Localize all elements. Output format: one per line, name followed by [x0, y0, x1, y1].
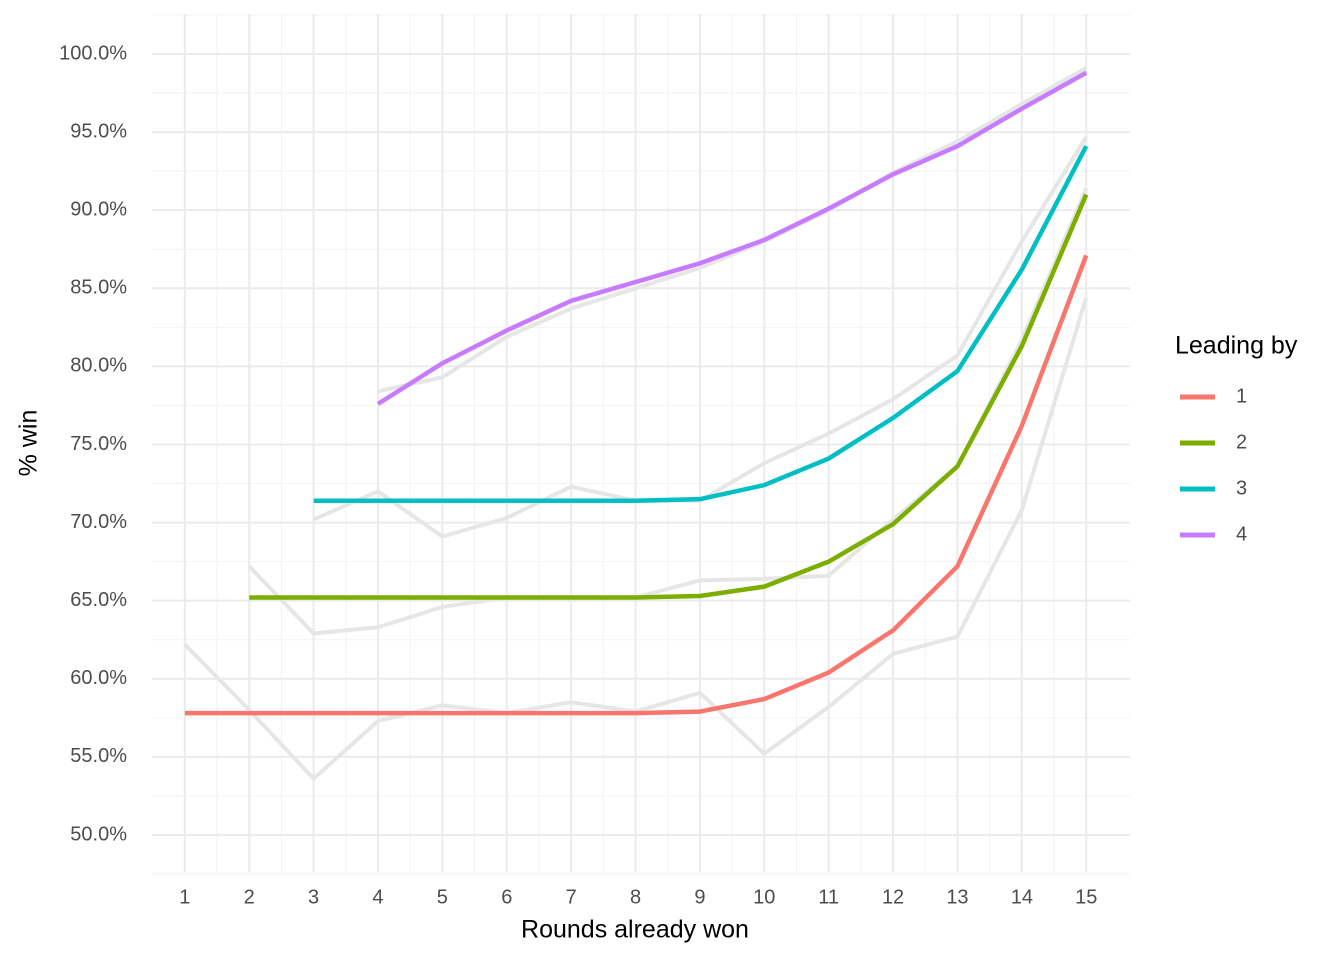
y-tick-label: 100.0%	[59, 42, 127, 64]
x-tick-label: 14	[1011, 886, 1033, 908]
y-tick-label: 80.0%	[70, 355, 127, 377]
x-tick-label: 8	[630, 886, 641, 908]
series-line	[184, 254, 1089, 716]
y-tick-label: 65.0%	[70, 589, 127, 611]
x-tick-label: 12	[882, 886, 904, 908]
x-tick-label: 7	[566, 886, 577, 908]
y-tick-label: 50.0%	[70, 823, 127, 845]
x-tick-label: 10	[753, 886, 775, 908]
y-tick-label: 85.0%	[70, 277, 127, 299]
x-tick-label: 4	[372, 886, 383, 908]
x-tick-label: 9	[694, 886, 705, 908]
x-tick-label: 3	[308, 886, 319, 908]
x-tick-label: 2	[244, 886, 255, 908]
x-tick-label: 11	[818, 886, 839, 908]
reference-line	[377, 66, 1088, 394]
series-line	[376, 70, 1088, 406]
y-tick-label: 95.0%	[70, 120, 127, 142]
legend-label: 1	[1236, 385, 1247, 407]
x-axis-title: Rounds already won	[521, 916, 749, 944]
x-tick-label: 6	[501, 886, 512, 908]
series-line	[313, 145, 1089, 503]
legend-label: 4	[1236, 523, 1247, 545]
legend-title: Leading by	[1175, 332, 1298, 360]
x-tick-label: 13	[946, 886, 968, 908]
legend-label: 3	[1236, 477, 1247, 499]
y-tick-label: 55.0%	[70, 745, 127, 767]
legend-label: 2	[1236, 431, 1247, 453]
y-tick-label: 75.0%	[70, 433, 127, 455]
x-tick-label: 15	[1075, 886, 1097, 908]
series-line	[249, 193, 1089, 600]
y-axis-title: % win	[15, 410, 43, 477]
y-tick-label: 60.0%	[70, 667, 127, 689]
x-tick-label: 5	[437, 886, 448, 908]
x-tick-label: 1	[179, 886, 190, 908]
y-tick-label: 90.0%	[70, 198, 127, 220]
y-tick-label: 70.0%	[70, 511, 127, 533]
